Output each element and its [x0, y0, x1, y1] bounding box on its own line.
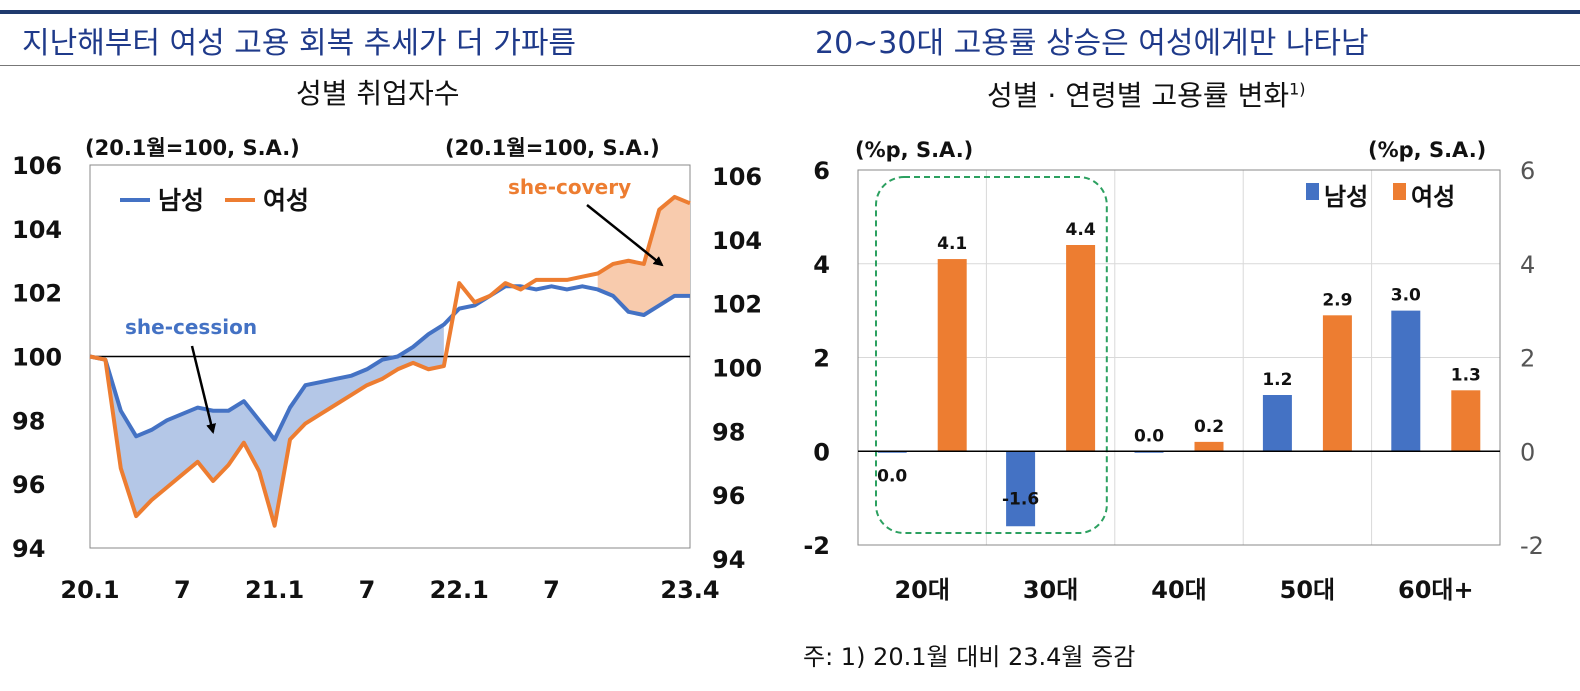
- unit-left: (%p, S.A.): [855, 138, 973, 162]
- data-label: 2.9: [1322, 290, 1352, 310]
- series-line-여성: [89, 194, 691, 528]
- y-tick-right: 94: [712, 546, 745, 574]
- data-label: 0.0: [1134, 426, 1164, 446]
- y-tick-right: 98: [712, 418, 745, 446]
- legend-label-female: 여성: [263, 186, 309, 215]
- x-tick: 22.1: [430, 576, 489, 604]
- y-tick-left: 106: [12, 152, 62, 180]
- bar-여성-60대+: [1451, 390, 1481, 452]
- x-tick: 7: [174, 576, 191, 604]
- y-tick-right: 0: [1520, 438, 1535, 466]
- bar-chart-title-text: 성별 · 연령별 고용률 변화: [987, 79, 1290, 112]
- data-label: 4.4: [1066, 220, 1096, 240]
- data-label: 0.0: [877, 466, 907, 486]
- unit-right: (20.1월=100, S.A.): [445, 136, 660, 160]
- bar-여성-40대: [1194, 441, 1224, 452]
- annotation-she-covery: she-covery: [508, 175, 631, 199]
- bar-chart-title: 성별 · 연령별 고용률 변화1): [987, 74, 1306, 114]
- x-tick: 7: [543, 576, 560, 604]
- annotation-she-cession: she-cession: [125, 315, 257, 339]
- bar-chart: -2 -2 0 0 2 2 4 4 6 6 0.0 4.1 20대 -1.6 4.4 30대 0.0 0.2 40대…: [803, 138, 1544, 604]
- x-tick: 23.4: [660, 576, 719, 604]
- x-tick: 20대: [894, 576, 949, 604]
- x-tick: 30대: [1023, 576, 1078, 604]
- arrow-she-cession: [190, 345, 216, 434]
- data-label: 1.2: [1262, 370, 1292, 390]
- y-tick-left: 100: [12, 344, 62, 372]
- y-tick-right: 4: [1520, 251, 1535, 279]
- y-tick-left: 94: [12, 535, 45, 563]
- y-tick-left: 98: [12, 407, 45, 435]
- footnote: 주: 1) 20.1월 대비 23.4월 증감: [803, 643, 1136, 671]
- bar-여성-20대: [937, 259, 967, 452]
- y-tick-right: 104: [712, 227, 762, 255]
- legend-swatch-female: [1393, 183, 1406, 200]
- bar-남성-60대+: [1391, 310, 1421, 452]
- unit-left: (20.1월=100, S.A.): [85, 136, 300, 160]
- bar-남성-30대: [1006, 451, 1036, 527]
- bar-여성-50대: [1322, 315, 1352, 452]
- y-tick-right: 2: [1520, 345, 1535, 373]
- headline-right: 20~30대 고용률 상승은 여성에게만 나타남: [815, 26, 1369, 61]
- x-tick: 21.1: [245, 576, 304, 604]
- y-tick-left: 96: [12, 471, 45, 499]
- line-chart-title: 성별 취업자수: [296, 77, 460, 110]
- x-tick: 50대: [1280, 576, 1335, 604]
- y-tick-left: 0: [813, 438, 830, 466]
- x-tick: 7: [359, 576, 376, 604]
- x-tick: 40대: [1151, 576, 1206, 604]
- line-chart: 94 94 96 96 98 98 100 100 102 102 104 104 106 106 20.1…: [12, 136, 762, 604]
- legend-swatch-male: [1306, 183, 1319, 200]
- plot-frame: [857, 169, 1501, 546]
- data-label: 0.2: [1194, 417, 1224, 437]
- y-tick-left: -2: [803, 532, 830, 560]
- bar-여성-30대: [1066, 245, 1096, 452]
- highlight-box: [875, 176, 1108, 534]
- y-tick-left: 2: [813, 345, 830, 373]
- data-label: 4.1: [937, 234, 967, 254]
- x-tick: 60대+: [1398, 576, 1474, 604]
- she-covery-area: [597, 196, 690, 316]
- legend-label-female: 여성: [1411, 183, 1455, 211]
- y-tick-left: 6: [813, 157, 830, 185]
- data-label: 3.0: [1391, 286, 1421, 306]
- header-divider: [0, 65, 1580, 66]
- y-tick-left: 102: [12, 280, 62, 308]
- y-tick-right: -2: [1520, 532, 1544, 560]
- y-tick-left: 104: [12, 216, 62, 244]
- y-tick-right: 100: [712, 355, 762, 383]
- top-rule: [0, 10, 1580, 14]
- y-tick-right: 106: [712, 163, 762, 191]
- headline-left: 지난해부터 여성 고용 회복 추세가 더 가파름: [22, 26, 577, 61]
- series-line-남성: [89, 284, 690, 442]
- arrow-she-covery: [586, 204, 664, 267]
- y-tick-right: 102: [712, 291, 762, 319]
- y-tick-right: 6: [1520, 157, 1535, 185]
- x-tick: 20.1: [60, 576, 119, 604]
- bar-chart-title-sup: 1): [1289, 79, 1306, 99]
- y-tick-right: 96: [712, 482, 745, 510]
- legend-label-male: 남성: [1324, 183, 1368, 211]
- y-tick-left: 4: [813, 251, 830, 279]
- bar-남성-50대: [1262, 395, 1292, 452]
- legend-label-male: 남성: [158, 186, 204, 215]
- unit-right: (%p, S.A.): [1368, 138, 1486, 162]
- data-label: 1.3: [1451, 365, 1481, 385]
- data-label: -1.6: [1002, 489, 1039, 509]
